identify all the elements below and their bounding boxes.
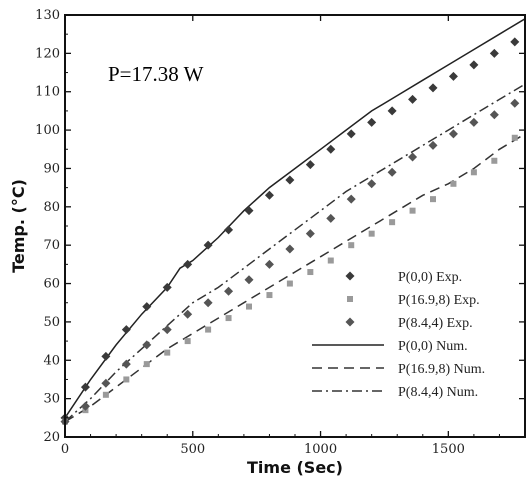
data-point-series-0 bbox=[80, 382, 90, 392]
data-point-series-2 bbox=[285, 244, 295, 254]
y-tick-label: 20 bbox=[43, 430, 60, 445]
legend-label-0: P(0,0) Exp. bbox=[398, 270, 462, 285]
data-point-series-0 bbox=[121, 325, 131, 335]
data-point-series-0 bbox=[326, 144, 336, 154]
data-point-series-2 bbox=[203, 298, 213, 308]
data-point-series-1 bbox=[123, 376, 130, 383]
data-point-series-0 bbox=[285, 175, 295, 185]
data-point-series-0 bbox=[203, 240, 213, 250]
y-tick-label: 40 bbox=[43, 353, 60, 368]
x-axis-label: Time (Sec) bbox=[247, 458, 343, 477]
data-point-series-1 bbox=[225, 315, 232, 322]
data-point-series-2 bbox=[387, 167, 397, 177]
data-point-series-0 bbox=[510, 37, 520, 47]
y-tick-label: 60 bbox=[43, 277, 60, 292]
legend-label-5: P(8.4,4) Num. bbox=[398, 385, 478, 400]
data-point-series-1 bbox=[470, 169, 477, 176]
data-point-series-1 bbox=[205, 326, 212, 333]
data-point-series-0 bbox=[264, 190, 274, 200]
data-point-series-0 bbox=[469, 60, 479, 70]
y-tick-label: 90 bbox=[43, 161, 60, 176]
data-point-series-2 bbox=[428, 140, 438, 150]
data-point-series-0 bbox=[101, 351, 111, 361]
y-tick-label: 30 bbox=[43, 392, 60, 407]
data-point-series-0 bbox=[489, 48, 499, 58]
y-tick-label: 130 bbox=[35, 8, 60, 23]
data-point-series-2 bbox=[80, 401, 90, 411]
data-point-series-1 bbox=[143, 361, 150, 368]
series-line-5 bbox=[64, 83, 526, 423]
x-tick-label: 500 bbox=[180, 442, 205, 457]
data-point-series-1 bbox=[348, 242, 355, 249]
x-tick-label: 0 bbox=[61, 442, 69, 457]
data-point-series-2 bbox=[244, 275, 254, 285]
data-point-series-1 bbox=[409, 207, 416, 214]
plot-area bbox=[60, 18, 526, 427]
legend-marker-1 bbox=[347, 296, 353, 302]
legend-marker-2 bbox=[345, 317, 355, 327]
data-point-series-2 bbox=[305, 229, 315, 239]
y-tick-label: 110 bbox=[35, 85, 60, 100]
y-tick-label: 50 bbox=[43, 315, 60, 330]
data-point-series-2 bbox=[510, 98, 520, 108]
data-point-series-1 bbox=[102, 391, 109, 398]
data-point-series-2 bbox=[326, 213, 336, 223]
y-tick-label: 70 bbox=[43, 238, 60, 253]
data-point-series-1 bbox=[246, 303, 252, 310]
data-point-series-0 bbox=[142, 302, 152, 312]
data-point-series-0 bbox=[387, 106, 397, 116]
data-point-series-0 bbox=[408, 94, 418, 104]
legend-label-4: P(16.9,8) Num. bbox=[398, 362, 485, 377]
data-point-series-0 bbox=[244, 206, 254, 216]
data-point-series-0 bbox=[305, 160, 315, 170]
data-point-series-1 bbox=[327, 257, 334, 264]
data-point-series-2 bbox=[142, 340, 152, 350]
data-point-series-2 bbox=[469, 117, 479, 127]
data-point-series-1 bbox=[307, 269, 314, 276]
series-line-4 bbox=[64, 133, 526, 423]
data-point-series-1 bbox=[184, 338, 191, 345]
data-point-series-1 bbox=[286, 280, 293, 287]
data-point-series-1 bbox=[511, 134, 518, 141]
data-point-series-1 bbox=[430, 196, 436, 203]
data-point-series-2 bbox=[489, 110, 499, 120]
data-point-series-2 bbox=[448, 129, 458, 139]
data-point-series-2 bbox=[224, 286, 234, 296]
data-point-series-2 bbox=[346, 194, 356, 204]
legend-marker-0 bbox=[345, 271, 355, 281]
x-tick-label: 1500 bbox=[432, 442, 465, 457]
legend-label-3: P(0,0) Num. bbox=[398, 339, 468, 354]
data-point-series-2 bbox=[367, 179, 377, 189]
data-point-series-2 bbox=[162, 325, 172, 335]
legend-label-2: P(8.4,4) Exp. bbox=[398, 316, 473, 331]
data-point-series-0 bbox=[346, 129, 356, 139]
data-point-series-1 bbox=[368, 230, 375, 237]
legend-label-1: P(16.9,8) Exp. bbox=[398, 293, 480, 308]
data-point-series-2 bbox=[121, 359, 131, 369]
data-point-series-0 bbox=[367, 117, 377, 127]
data-point-series-2 bbox=[101, 378, 111, 388]
data-point-series-2 bbox=[183, 309, 193, 319]
legend: P(0,0) Exp. P(16.9,8) Exp. P(8.4,4) Exp. P(… bbox=[312, 270, 485, 400]
data-point-series-0 bbox=[224, 225, 234, 235]
data-point-series-0 bbox=[428, 83, 438, 93]
data-point-series-2 bbox=[408, 152, 418, 162]
y-tick-label: 80 bbox=[43, 200, 60, 215]
data-point-series-1 bbox=[450, 180, 457, 187]
data-point-series-1 bbox=[164, 349, 171, 356]
data-point-series-1 bbox=[389, 219, 396, 226]
data-point-series-2 bbox=[264, 259, 274, 269]
y-tick-label: 120 bbox=[35, 46, 60, 61]
data-point-series-1 bbox=[491, 157, 498, 164]
y-tick-label: 100 bbox=[35, 123, 60, 138]
data-point-series-0 bbox=[162, 282, 172, 292]
axes: 20 30 40 50 60 70 80 90 100 110 120 130 0 500 1000 1500 bbox=[35, 8, 526, 457]
power-annotation: P=17.38 W bbox=[108, 62, 204, 86]
data-point-series-1 bbox=[266, 292, 273, 299]
data-point-series-0 bbox=[183, 259, 193, 269]
y-axis-label: Temp. (°C) bbox=[9, 179, 28, 273]
data-point-series-0 bbox=[448, 71, 458, 81]
x-tick-label: 1000 bbox=[304, 442, 337, 457]
